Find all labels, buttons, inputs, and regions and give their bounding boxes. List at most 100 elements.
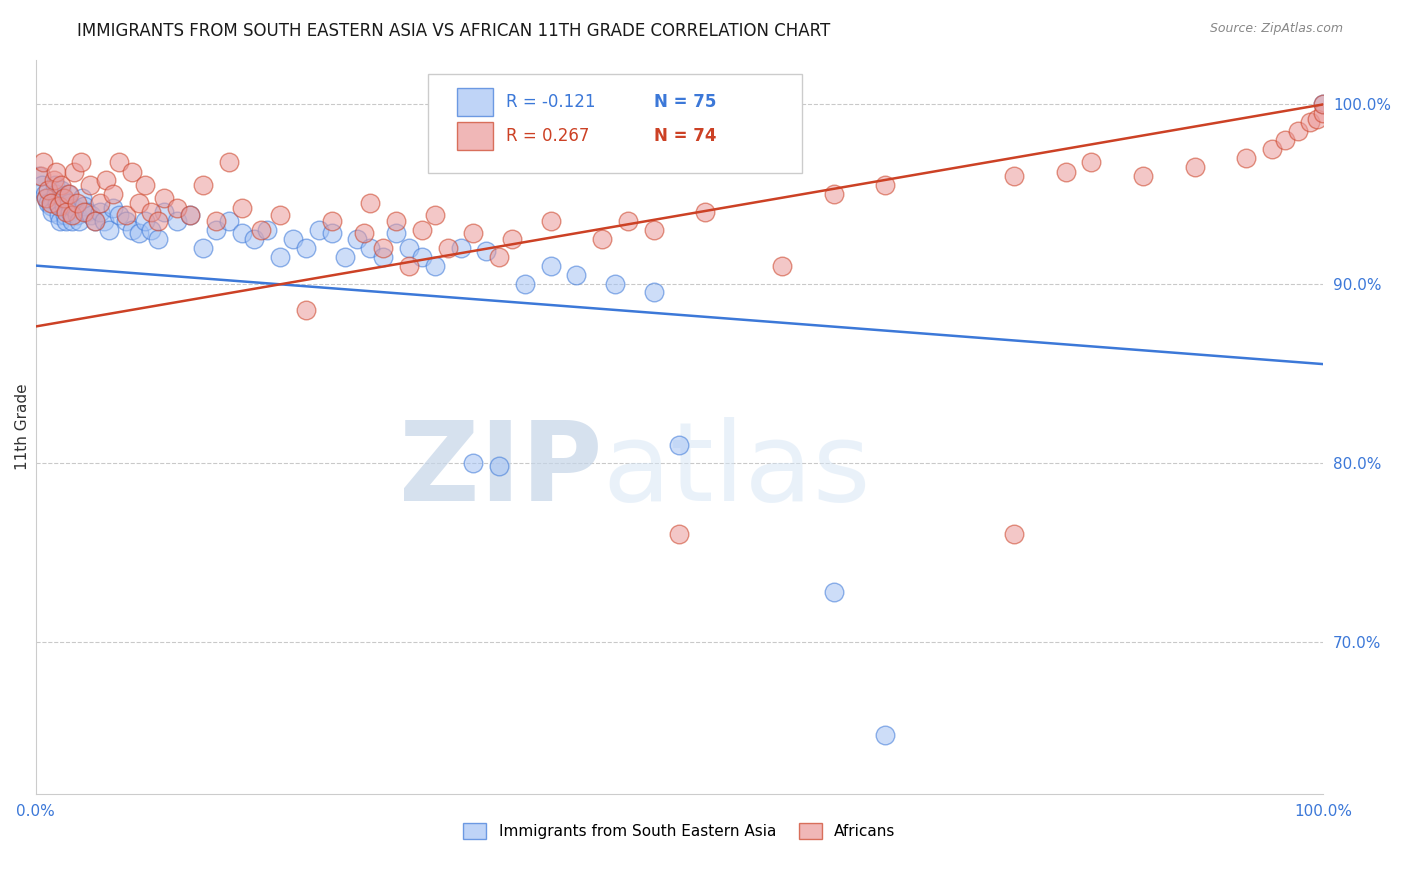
Point: [250, 223, 273, 237]
Point: [96, 172, 118, 186]
Point: [146, 232, 169, 246]
Point: [179, 209, 201, 223]
Point: [52, 190, 75, 204]
Point: [89, 195, 111, 210]
Legend: Immigrants from South Eastern Asia, Africans: Immigrants from South Eastern Asia, Afri…: [457, 817, 901, 845]
Point: [218, 214, 240, 228]
Point: [770, 259, 793, 273]
Point: [52, 199, 75, 213]
Text: R = 0.267: R = 0.267: [506, 127, 589, 145]
Point: [643, 223, 665, 237]
Point: [411, 250, 433, 264]
FancyBboxPatch shape: [429, 74, 801, 173]
Point: [51, 178, 73, 192]
Point: [617, 214, 640, 228]
Point: [308, 223, 330, 237]
Point: [603, 277, 626, 291]
Point: [89, 205, 111, 219]
Point: [463, 456, 485, 470]
Point: [333, 250, 356, 264]
Point: [875, 178, 897, 192]
Text: ZIP: ZIP: [399, 417, 602, 524]
Point: [63, 201, 86, 215]
Point: [56, 186, 79, 201]
Point: [205, 214, 228, 228]
Point: [32, 154, 55, 169]
Point: [114, 209, 136, 223]
Text: Source: ZipAtlas.com: Source: ZipAtlas.com: [1209, 22, 1343, 36]
Point: [83, 214, 105, 228]
Point: [55, 214, 77, 228]
Point: [153, 205, 176, 219]
Point: [121, 165, 143, 179]
Point: [166, 214, 188, 228]
Point: [488, 250, 510, 264]
Point: [321, 214, 343, 228]
Point: [398, 241, 420, 255]
Point: [668, 527, 690, 541]
Point: [48, 209, 70, 223]
Point: [385, 227, 408, 241]
Point: [73, 199, 96, 213]
Point: [353, 227, 375, 241]
Point: [513, 277, 536, 291]
Point: [166, 201, 188, 215]
Point: [875, 728, 897, 742]
Point: [411, 223, 433, 237]
Text: N = 75: N = 75: [654, 93, 716, 112]
FancyBboxPatch shape: [457, 88, 492, 116]
Point: [823, 584, 845, 599]
Point: [218, 154, 240, 169]
Point: [35, 190, 58, 204]
Point: [35, 190, 58, 204]
Point: [67, 214, 90, 228]
Point: [1261, 142, 1284, 156]
Point: [73, 205, 96, 219]
Point: [146, 214, 169, 228]
Point: [1299, 115, 1322, 129]
Point: [450, 241, 472, 255]
Point: [1002, 527, 1025, 541]
Point: [101, 201, 124, 215]
Point: [28, 169, 51, 183]
Point: [191, 241, 214, 255]
Point: [385, 214, 408, 228]
Point: [101, 186, 124, 201]
Point: [45, 165, 67, 179]
Point: [108, 209, 131, 223]
Point: [55, 205, 77, 219]
Point: [231, 201, 253, 215]
Point: [39, 199, 62, 213]
Point: [1234, 151, 1257, 165]
Point: [295, 241, 318, 255]
Point: [30, 169, 52, 183]
Point: [540, 259, 562, 273]
Text: N = 74: N = 74: [654, 127, 716, 145]
Point: [141, 205, 163, 219]
Point: [53, 209, 76, 223]
Point: [44, 178, 66, 192]
Point: [31, 178, 53, 192]
Point: [269, 250, 291, 264]
Point: [231, 227, 253, 241]
Point: [59, 205, 82, 219]
Point: [1312, 97, 1334, 112]
Point: [565, 268, 588, 282]
Point: [63, 165, 86, 179]
Point: [48, 199, 70, 213]
Point: [134, 178, 156, 192]
Point: [321, 227, 343, 241]
Point: [398, 259, 420, 273]
Point: [643, 285, 665, 300]
Point: [359, 195, 381, 210]
Point: [108, 154, 131, 169]
Point: [83, 214, 105, 228]
Point: [423, 209, 446, 223]
Point: [1306, 112, 1329, 126]
Point: [69, 154, 91, 169]
Point: [141, 223, 163, 237]
Point: [1312, 97, 1334, 112]
Point: [79, 178, 101, 192]
Point: [76, 205, 98, 219]
Point: [1002, 169, 1025, 183]
